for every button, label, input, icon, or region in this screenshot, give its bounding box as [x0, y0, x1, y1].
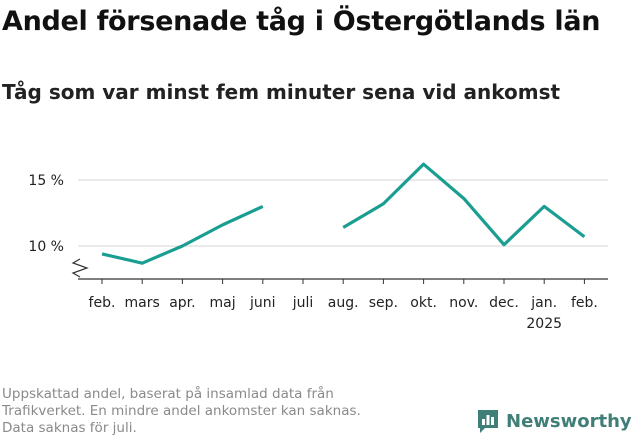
x-tick-label: juni	[249, 295, 276, 311]
x-tick-label: mars	[125, 295, 160, 311]
footnote-line-1: Uppskattad andel, baserat på insamlad da…	[2, 386, 334, 402]
y-tick-label: 10 %	[28, 239, 64, 255]
data-point	[261, 205, 264, 208]
x-tick-label: dec.	[489, 295, 519, 311]
x-tick-label: nov.	[449, 295, 478, 311]
x-tick-label: sep.	[369, 295, 398, 311]
data-point	[221, 223, 224, 226]
x-tick-label: apr.	[169, 295, 195, 311]
bar-chart-logo-icon	[478, 410, 498, 433]
data-point	[583, 235, 586, 238]
footnote: Uppskattad andel, baserat på insamlad da…	[2, 386, 432, 437]
x-year-label: 2025	[526, 316, 562, 332]
footnote-line-2: Trafikverket. En mindre andel ankomster …	[2, 403, 361, 419]
x-tick-label: aug.	[328, 295, 359, 311]
chart-title: Andel försenade tåg i Östergötlands län	[2, 6, 601, 37]
series-line	[342, 162, 586, 247]
data-point	[422, 163, 425, 166]
y-tick-label: 15 %	[28, 173, 64, 189]
x-tick-label: jan.	[530, 295, 557, 311]
data-point	[100, 252, 103, 255]
data-point	[141, 262, 144, 265]
brand-name: Newsworthy	[506, 410, 631, 432]
data-point	[543, 205, 546, 208]
x-tick-label: okt.	[410, 295, 437, 311]
x-tick-label: maj	[210, 295, 236, 311]
newsworthy-logo: Newsworthy	[476, 408, 631, 434]
data-point	[382, 202, 385, 205]
data-point	[181, 244, 184, 247]
data-point	[462, 197, 465, 200]
chart-subtitle: Tåg som var minst fem minuter sena vid a…	[2, 80, 561, 104]
footnote-line-3: Data saknas för juli.	[2, 420, 137, 436]
x-tick-label: feb.	[89, 295, 116, 311]
series-line	[101, 204, 264, 265]
x-tick-label: feb.	[571, 295, 598, 311]
x-tick-label: juli	[292, 295, 314, 311]
data-point	[502, 243, 505, 246]
axis-break-icon	[71, 258, 89, 278]
data-point	[342, 226, 345, 229]
line-chart: 10 % 15 % feb. mars apr. maj juni juli aug. sep. o…	[28, 162, 608, 332]
